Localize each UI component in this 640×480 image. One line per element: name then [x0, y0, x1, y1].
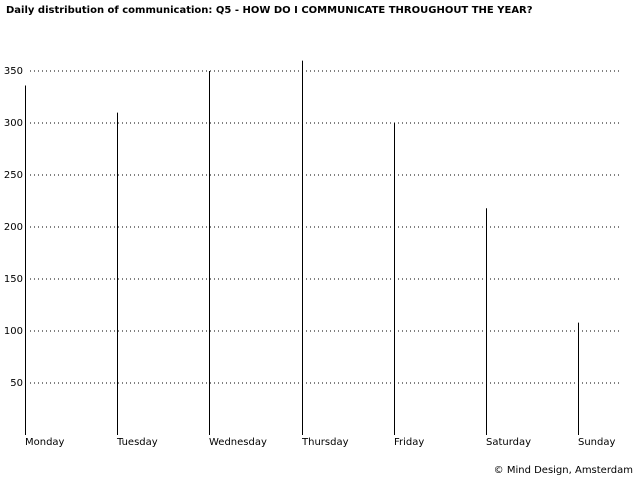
x-tick-label: Friday	[394, 437, 424, 448]
x-tick-label: Saturday	[486, 437, 531, 448]
x-tick-label: Monday	[25, 437, 65, 448]
x-tick-label: Tuesday	[116, 437, 158, 448]
y-tick-label: 100	[4, 326, 23, 337]
y-tick-label: 300	[4, 118, 23, 129]
y-tick-label: 350	[4, 66, 23, 77]
x-tick-label: Sunday	[578, 437, 615, 448]
y-tick-label: 150	[4, 274, 23, 285]
chart-title: Daily distribution of communication: Q5 …	[6, 5, 533, 16]
y-tick-label: 50	[10, 378, 23, 389]
y-tick-label: 250	[4, 170, 23, 181]
x-tick-label: Wednesday	[209, 437, 267, 448]
y-tick-label: 200	[4, 222, 23, 233]
x-tick-label: Thursday	[301, 437, 349, 448]
credit: © Mind Design, Amsterdam	[494, 465, 633, 476]
